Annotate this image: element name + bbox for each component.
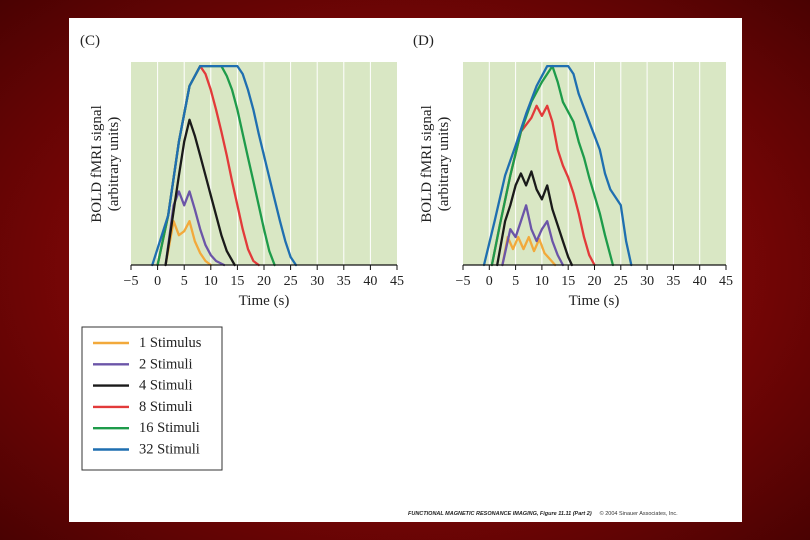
panel-c-series-line [164,220,212,267]
panel-d-tick-label: 0 [486,274,493,289]
panel-d-tick-label: −5 [456,274,471,289]
panel-d-tick-label: 45 [719,274,733,289]
panel-c-y-label-line2: (arbitrary units) [106,117,122,212]
panel-d-series [482,64,633,267]
panel-c-x-label: Time (s) [239,293,290,309]
legend-box [81,326,223,471]
panel-d-x-label: Time (s) [569,293,620,309]
panel-c-x-ticks: −5 0 5 10 15 20 25 30 35 40 45 [124,265,404,289]
panel-c-series [151,64,298,267]
panel-d-tick-label: 5 [512,274,519,289]
legend: 1 Stimulus 2 Stimuli 4 Stimuli 8 Stimuli 16 … [81,326,223,471]
legend-label: 2 Stimuli [139,356,193,372]
panel-c-tick-label: 0 [154,274,161,289]
panel-c-series-line [164,190,226,267]
panel-c-tick-label: 5 [181,274,188,289]
panel-d-label: (D) [413,33,434,49]
panel-d-tick-label: 40 [693,274,707,289]
legend-label: 32 Stimuli [139,442,200,458]
panel-c-tick-label: 25 [284,274,298,289]
panel-d-y-label-line1: BOLD fMRI signal [419,105,435,223]
panel-d-y-label: BOLD fMRI signal (arbitrary units) [419,105,452,223]
legend-label: 4 Stimuli [139,378,193,394]
legend-items: 1 Stimulus 2 Stimuli 4 Stimuli 8 Stimuli 16 … [93,335,202,458]
panel-c-y-label-line1: BOLD fMRI signal [89,105,105,223]
panel-d-grid [488,62,701,265]
panel-d-series-line [501,204,565,267]
legend-label: 16 Stimuli [139,420,200,436]
panel-c-tick-label: 20 [257,274,271,289]
panel-d-tick-label: 35 [666,274,680,289]
panel-d-series-line [501,235,557,267]
panel-d-tick-label: 15 [561,274,575,289]
panel-d: (D) −5 0 5 10 15 20 25 30 35 40 45 Time (s) BOLD f… [413,33,733,309]
panel-c-series-line [151,64,298,267]
panel-c-series-line [164,118,236,267]
panel-d-tick-label: 30 [640,274,654,289]
panel-c-y-label: BOLD fMRI signal (arbitrary units) [89,105,122,223]
legend-label: 8 Stimuli [139,399,193,415]
panel-c: (C) −5 0 5 10 15 20 25 30 35 40 45 Time (s) BOLD f… [80,33,404,309]
slide: (C) −5 0 5 10 15 20 25 30 35 40 45 Time (s) BOLD f… [69,18,742,522]
panel-d-series-line [490,64,615,267]
panel-d-series-line [482,64,633,267]
figure-credit-copyright: © 2004 Sinauer Associates, Inc. [600,510,679,517]
panel-c-tick-label: 45 [390,274,404,289]
panel-d-tick-label: 25 [614,274,628,289]
panel-c-tick-label: 10 [204,274,218,289]
panel-c-label: (C) [80,33,100,49]
panel-d-tick-label: 20 [588,274,602,289]
panel-c-tick-label: −5 [124,274,139,289]
panel-c-tick-label: 40 [363,274,377,289]
panel-d-tick-label: 10 [535,274,549,289]
panel-c-tick-label: 35 [337,274,351,289]
panel-d-y-label-line2: (arbitrary units) [436,117,452,212]
figure-credit: FUNCTIONAL MAGNETIC RESONANCE IMAGING, F… [408,502,678,519]
panel-d-series-line [496,170,574,267]
panel-c-tick-label: 15 [230,274,244,289]
panel-d-x-ticks: −5 0 5 10 15 20 25 30 35 40 45 [456,265,733,289]
legend-label: 1 Stimulus [139,335,202,351]
figure: (C) −5 0 5 10 15 20 25 30 35 40 45 Time (s) BOLD f… [80,33,733,519]
panel-c-grid [157,62,371,265]
figure-credit-title: FUNCTIONAL MAGNETIC RESONANCE IMAGING, F… [408,511,592,517]
panel-c-tick-label: 30 [310,274,324,289]
